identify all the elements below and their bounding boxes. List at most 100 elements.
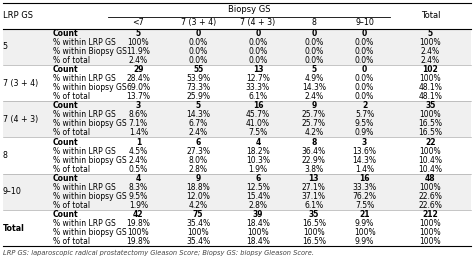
Text: 100%: 100%	[419, 110, 441, 119]
Text: 21: 21	[359, 210, 370, 219]
Text: 35.4%: 35.4%	[186, 219, 210, 228]
Text: % within biopsy GS: % within biopsy GS	[53, 119, 126, 128]
Text: 1.4%: 1.4%	[129, 128, 148, 138]
Text: 10.4%: 10.4%	[419, 165, 442, 174]
Text: 0.0%: 0.0%	[248, 56, 267, 65]
Text: 0: 0	[311, 29, 317, 38]
Text: 0.0%: 0.0%	[355, 47, 374, 56]
Bar	[3, 138, 471, 174]
Text: 7.1%: 7.1%	[129, 119, 148, 128]
Text: 3.8%: 3.8%	[304, 165, 323, 174]
Text: % within biopsy GS: % within biopsy GS	[53, 156, 126, 165]
Text: 100%: 100%	[419, 219, 441, 228]
Text: 1.4%: 1.4%	[355, 165, 374, 174]
Text: % of total: % of total	[53, 56, 90, 65]
Text: 0: 0	[362, 65, 367, 74]
Text: 5: 5	[196, 101, 201, 110]
Text: 9–10: 9–10	[355, 18, 374, 27]
Text: 5: 5	[311, 65, 316, 74]
Text: 22.9%: 22.9%	[302, 156, 326, 165]
Text: % of total: % of total	[53, 237, 90, 246]
Text: 22: 22	[425, 138, 436, 146]
Text: 0.0%: 0.0%	[189, 56, 208, 65]
Text: 12.0%: 12.0%	[186, 192, 210, 201]
Text: 18.8%: 18.8%	[186, 183, 210, 192]
Text: 35.4%: 35.4%	[186, 237, 210, 246]
Text: % within LRP GS: % within LRP GS	[53, 146, 115, 156]
Text: 7.5%: 7.5%	[355, 201, 374, 210]
Text: 7.5%: 7.5%	[248, 128, 267, 138]
Text: 12.5%: 12.5%	[246, 183, 270, 192]
Text: 25.7%: 25.7%	[302, 110, 326, 119]
Text: 100%: 100%	[419, 237, 441, 246]
Text: 4.9%: 4.9%	[304, 74, 323, 83]
Text: 18.4%: 18.4%	[246, 219, 270, 228]
Text: 100%: 100%	[419, 228, 441, 237]
Text: 0: 0	[362, 29, 367, 38]
Text: 8: 8	[311, 18, 316, 27]
Text: 9: 9	[311, 101, 317, 110]
Text: 13.6%: 13.6%	[353, 146, 377, 156]
Text: 2.4%: 2.4%	[129, 156, 148, 165]
Text: 0.9%: 0.9%	[355, 128, 374, 138]
Bar	[3, 101, 471, 138]
Text: 33.3%: 33.3%	[246, 83, 270, 92]
Text: 13: 13	[253, 65, 263, 74]
Text: 28.4%: 28.4%	[127, 74, 150, 83]
Text: % within biopsy GS: % within biopsy GS	[53, 192, 126, 201]
Text: 100%: 100%	[419, 38, 441, 47]
Text: 10.4%: 10.4%	[419, 156, 442, 165]
Text: 7 (4 + 3): 7 (4 + 3)	[240, 18, 275, 27]
Text: 0.5%: 0.5%	[128, 165, 148, 174]
Text: % of total: % of total	[53, 201, 90, 210]
Text: Count: Count	[53, 210, 78, 219]
Text: 27.1%: 27.1%	[302, 183, 326, 192]
Text: Count: Count	[53, 65, 78, 74]
Text: 36.4%: 36.4%	[302, 146, 326, 156]
Text: 0: 0	[195, 29, 201, 38]
Text: 2.8%: 2.8%	[189, 165, 208, 174]
Text: 27.3%: 27.3%	[186, 146, 210, 156]
Text: 10.3%: 10.3%	[246, 156, 270, 165]
Text: 6: 6	[195, 138, 201, 146]
Text: 6.1%: 6.1%	[248, 92, 267, 101]
Text: 2.4%: 2.4%	[189, 128, 208, 138]
Text: 5: 5	[428, 29, 433, 38]
Text: 55: 55	[193, 65, 203, 74]
Text: 14.3%: 14.3%	[302, 83, 326, 92]
Text: 35: 35	[425, 101, 436, 110]
Text: 16: 16	[359, 174, 370, 183]
Text: 2.4%: 2.4%	[129, 56, 148, 65]
Text: 212: 212	[422, 210, 438, 219]
Text: 0: 0	[255, 29, 261, 38]
Text: 100%: 100%	[419, 146, 441, 156]
Bar	[3, 174, 471, 210]
Text: 73.3%: 73.3%	[186, 83, 210, 92]
Text: 100%: 100%	[128, 38, 149, 47]
Text: % within biopsy GS: % within biopsy GS	[53, 228, 126, 237]
Text: 8: 8	[3, 151, 8, 160]
Text: 16: 16	[253, 101, 263, 110]
Text: 37.1%: 37.1%	[302, 192, 326, 201]
Text: % of total: % of total	[53, 92, 90, 101]
Text: 41.0%: 41.0%	[246, 119, 270, 128]
Text: 53.9%: 53.9%	[186, 74, 210, 83]
Text: 42: 42	[133, 210, 144, 219]
Text: 4.2%: 4.2%	[189, 201, 208, 210]
Text: 15.4%: 15.4%	[246, 192, 270, 201]
Text: 16.5%: 16.5%	[419, 119, 442, 128]
Text: 11.9%: 11.9%	[127, 47, 150, 56]
Text: 48: 48	[425, 174, 436, 183]
Text: 2.4%: 2.4%	[421, 47, 440, 56]
Text: 2.4%: 2.4%	[421, 56, 440, 65]
Text: 16.5%: 16.5%	[419, 128, 442, 138]
Text: % within LRP GS: % within LRP GS	[53, 38, 115, 47]
Text: 5: 5	[3, 42, 8, 51]
Text: 100%: 100%	[419, 183, 441, 192]
Text: Count: Count	[53, 29, 78, 38]
Text: 1.9%: 1.9%	[248, 165, 267, 174]
Text: 6.1%: 6.1%	[304, 201, 323, 210]
Text: 76.2%: 76.2%	[353, 192, 377, 201]
Text: 69.0%: 69.0%	[126, 83, 150, 92]
Text: % within Biopsy GS: % within Biopsy GS	[53, 47, 127, 56]
